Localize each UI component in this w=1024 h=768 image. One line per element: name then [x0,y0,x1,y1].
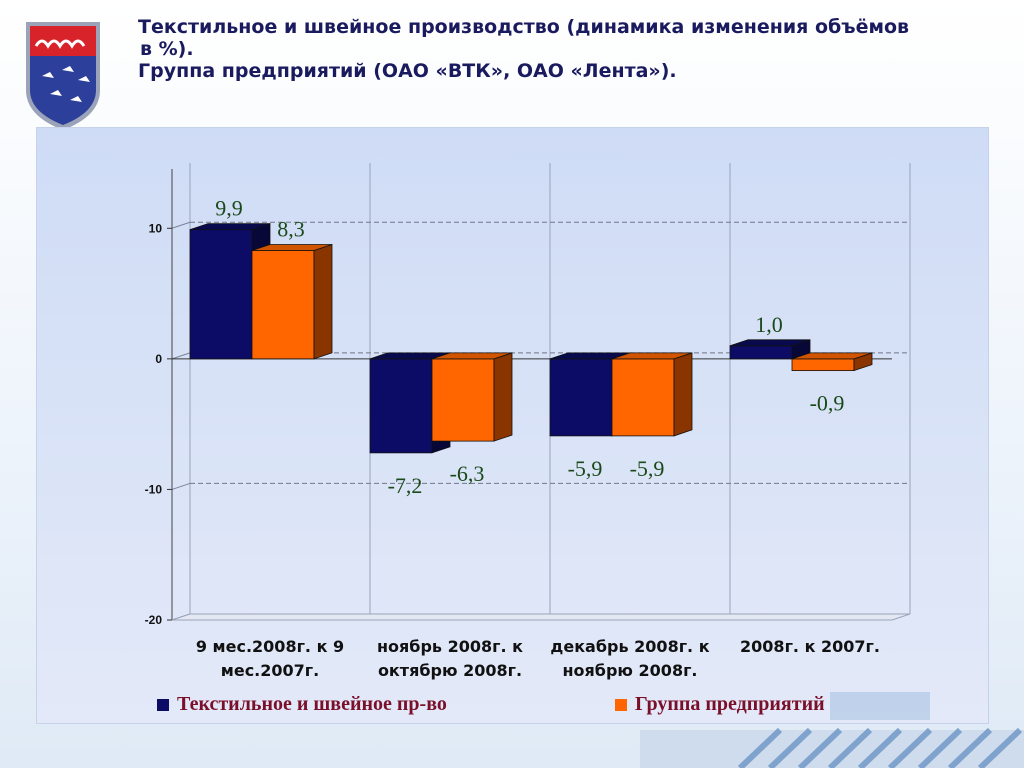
bar-series2-3 [611,358,675,437]
y-tick-label: 10 [149,221,163,235]
category-label-4-line-1: 2008г. к 2007г. [740,637,880,656]
bar-series2-2 [431,358,495,442]
gridline-diagonal [171,482,191,490]
data-label-series1-1: 9,9 [215,196,243,221]
coat-of-arms-emblem [26,22,100,130]
legend-item-series-1: Текстильное и швейное пр-во [157,693,447,716]
y-tick-label: -20 [145,613,163,627]
bar-series1-2 [369,358,433,454]
bar-series1-1 [189,229,253,360]
bar-series2-4 [791,358,855,372]
title-line-3: Группа предприятий (ОАО «ВТК», ОАО «Лент… [138,60,677,82]
data-label-series1-4: 1,0 [755,312,783,337]
title-line-1: Текстильное и швейное производство (дина… [138,16,910,38]
chart-floor [171,613,911,621]
data-label-series2-4: -0,9 [810,391,845,416]
bar-series2-1 [251,250,315,360]
bar-top-series1-4 [729,339,811,347]
category-label-3-line-1: декабрь 2008г. к [550,637,709,656]
bar-side-series2-1 [313,243,333,360]
bar-series1-4 [729,345,793,360]
data-label-series1-2: -7,2 [388,473,423,498]
bar-top-series2-2 [431,352,513,360]
legend-label-series-2: Группа предприятий [635,693,825,715]
chart-panel: -20 -10 0 10 9,9 -7,2 -5,9 1,0 8,3 -6,3 -5,9 -0,9 9 … [36,127,989,724]
legend-label-series-1: Текстильное и швейное пр-во [177,693,447,715]
data-label-series2-1: 8,3 [277,216,305,241]
legend-swatch-series-1 [157,698,169,711]
bar-chart: -20 -10 0 10 9,9 -7,2 -5,9 1,0 8,3 -6,3 -5,9 -0,9 9 … [145,163,911,680]
slide-title: Текстильное и швейное производство (дина… [138,16,998,82]
bar-top-series2-1 [251,244,333,251]
gridline-diagonal [171,352,191,360]
category-label-2-line-2: октябрю 2008г. [378,661,522,680]
category-label-1-line-1: 9 мес.2008г. к 9 [196,637,344,656]
gridline-diagonal [171,221,191,229]
data-label-series2-2: -6,3 [450,461,485,486]
category-label-1-line-2: мес.2007г. [221,661,319,680]
category-label-2-line-1: ноябрь 2008г. к [377,637,523,656]
bar-series1-3 [549,358,613,437]
y-tick-label: -10 [145,482,163,496]
bar-side-series2-3 [673,352,693,437]
bar-top-series2-3 [611,352,693,360]
bar-top-series2-4 [791,352,873,360]
category-label-3-line-2: ноябрю 2008г. [562,661,697,680]
decorative-stripes [640,692,1024,768]
title-line-2: в %). [140,38,194,60]
bar-top-series1-1 [189,223,271,230]
y-tick-label: 0 [155,352,162,366]
legend-swatch-series-2 [615,698,627,711]
data-label-series2-3: -5,9 [630,456,665,481]
data-label-series1-3: -5,9 [568,456,603,481]
legend-item-series-2: Группа предприятий [615,693,825,716]
bar-side-series2-2 [493,352,513,442]
